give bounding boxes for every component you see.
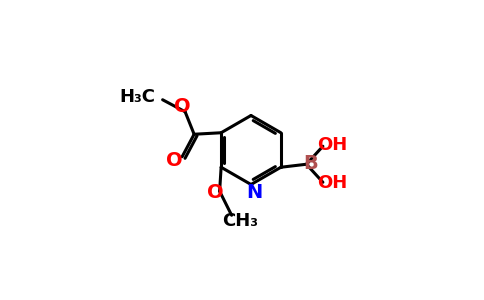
Text: O: O bbox=[174, 97, 190, 116]
Text: N: N bbox=[246, 182, 262, 202]
Text: OH: OH bbox=[317, 174, 347, 192]
Text: CH₃: CH₃ bbox=[222, 212, 258, 230]
Text: O: O bbox=[208, 183, 224, 202]
Text: O: O bbox=[166, 151, 183, 170]
Text: H₃C: H₃C bbox=[119, 88, 155, 106]
Text: B: B bbox=[303, 154, 318, 172]
Text: OH: OH bbox=[317, 136, 347, 154]
